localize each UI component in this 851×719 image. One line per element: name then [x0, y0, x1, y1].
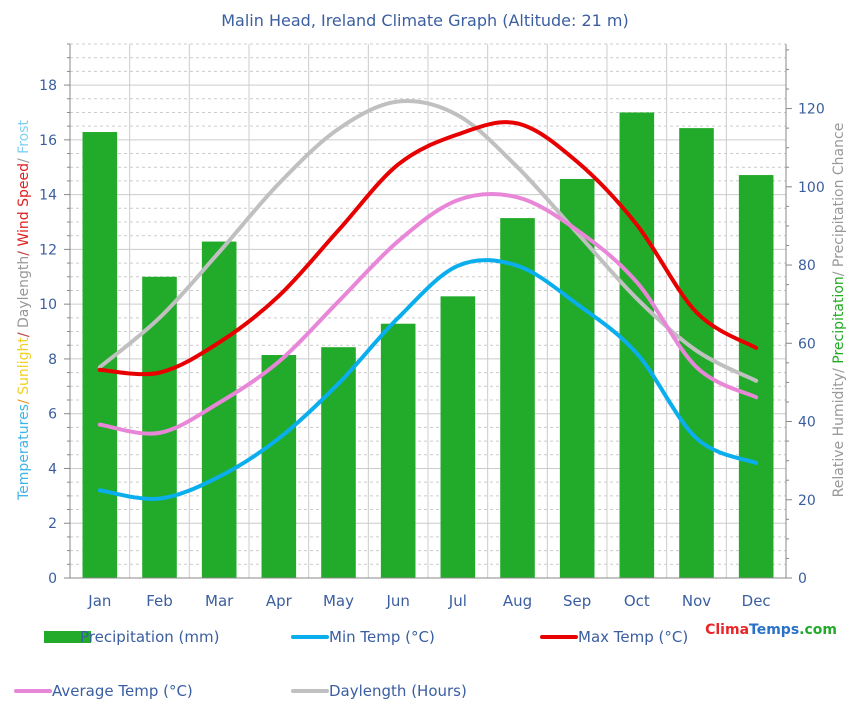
x-axis-tick-label: Jan: [87, 592, 111, 610]
left-axis-title-part: Temperatures: [16, 404, 32, 501]
series-line-average-temp-c: [97, 192, 759, 436]
precipitation-bar-jun: [380, 323, 416, 578]
climatemps-logo-text: ClimaTemps.com: [705, 622, 837, 638]
left-axis-title-part: /: [16, 154, 32, 163]
precipitation-bar-jan: [82, 132, 118, 578]
legend-label-precipitation-mm: Precipitation (mm): [80, 628, 219, 646]
right-axis-tick-label: 120: [798, 102, 825, 118]
precipitation-bar-aug: [500, 218, 535, 579]
climatemps-logo-part: Clima: [705, 622, 749, 638]
climatemps-logo-part: .com: [799, 622, 837, 638]
climatemps-logo: ClimaTemps.com: [705, 622, 837, 638]
left-axis-title-part: /: [16, 395, 32, 404]
series-line-min-temp-c: [97, 258, 759, 501]
left-axis-title-part: Daylength: [16, 256, 32, 328]
right-axis-tick-label: 20: [798, 493, 816, 509]
left-axis-title-part: Wind Speed: [16, 163, 32, 247]
left-axis-tick-label: 2: [48, 516, 57, 532]
left-axis-title-part: /: [16, 247, 32, 256]
right-axis-title-part: Precipitation: [831, 276, 847, 364]
legend-label-min-temp-c: Min Temp (°C): [329, 628, 435, 646]
x-axis-tick-label: Jul: [448, 592, 467, 610]
legend: Precipitation (mm) Min Temp (°C) Max Temp …: [14, 628, 688, 700]
x-axis-tick-label: Mar: [205, 592, 234, 610]
left-axis-tick-label: 0: [48, 571, 57, 587]
x-axis-tick-label: Oct: [624, 592, 650, 610]
x-axis-tick-label: Feb: [146, 592, 173, 610]
left-axis-tick-label: 8: [48, 352, 57, 368]
right-axis-title: Relative Humidity/ Precipitation/ Precip…: [831, 123, 847, 498]
legend-swatch-precipitation-mm: [44, 631, 91, 643]
x-axis-tick-label: May: [323, 592, 354, 610]
x-axis-tick-label: Sep: [563, 592, 591, 610]
precipitation-bars: [82, 112, 774, 579]
left-axis-title-part: Sunlight: [16, 337, 32, 395]
left-axis-tick-label: 6: [48, 407, 57, 423]
left-axis-tick-label: 18: [39, 78, 57, 94]
series-line-max-temp-c: [97, 120, 759, 377]
legend-label-average-temp-c: Average Temp (°C): [52, 682, 193, 700]
series-lines: [97, 98, 759, 501]
x-axis-tick-label: Aug: [503, 592, 532, 610]
right-axis-title-part: /: [831, 364, 847, 373]
left-axis-title: Temperatures/ Sunlight/ Daylength/ Wind …: [16, 120, 32, 501]
left-axis-title-part: Frost: [16, 120, 32, 154]
x-axis-tick-label: Apr: [266, 592, 293, 610]
x-axis-tick-label: Jun: [385, 592, 409, 610]
precipitation-bar-jul: [440, 296, 476, 578]
x-axis-tick-label: Dec: [742, 592, 771, 610]
left-axis-tick-label: 4: [48, 461, 57, 477]
left-axis-tick-label: 14: [39, 188, 57, 204]
series-line-daylength-hours: [97, 98, 759, 383]
legend-label-daylength-hours: Daylength (Hours): [329, 682, 467, 700]
axes: [64, 43, 792, 579]
right-axis-title-part: /: [831, 267, 847, 276]
right-axis-title-part: Relative Humidity: [831, 373, 847, 497]
right-axis-tick-label: 100: [798, 180, 825, 196]
left-axis-tick-label: 16: [39, 133, 57, 149]
right-axis-tick-label: 0: [798, 571, 807, 587]
legend-label-max-temp-c: Max Temp (°C): [578, 628, 688, 646]
precipitation-bar-apr: [261, 355, 297, 578]
left-axis-tick-label: 10: [39, 297, 57, 313]
right-axis-tick-label: 40: [798, 415, 816, 431]
left-axis-tick-label: 12: [39, 242, 57, 258]
chart-title: Malin Head, Ireland Climate Graph (Altit…: [221, 11, 629, 30]
x-axis-tick-label: Nov: [682, 592, 711, 610]
right-axis-title-part: Precipitation Chance: [831, 123, 847, 267]
right-axis-tick-label: 60: [798, 336, 816, 352]
right-axis-tick-label: 80: [798, 258, 816, 274]
precipitation-bar-oct: [619, 112, 655, 578]
left-axis-title-part: /: [16, 328, 32, 337]
climatemps-logo-part: Temps: [749, 622, 799, 638]
axis-labels: 0 2 4 6 8 10 12 14 16 18 0 20 40 60 80 100 120 Jan Feb Mar A…: [16, 78, 847, 610]
